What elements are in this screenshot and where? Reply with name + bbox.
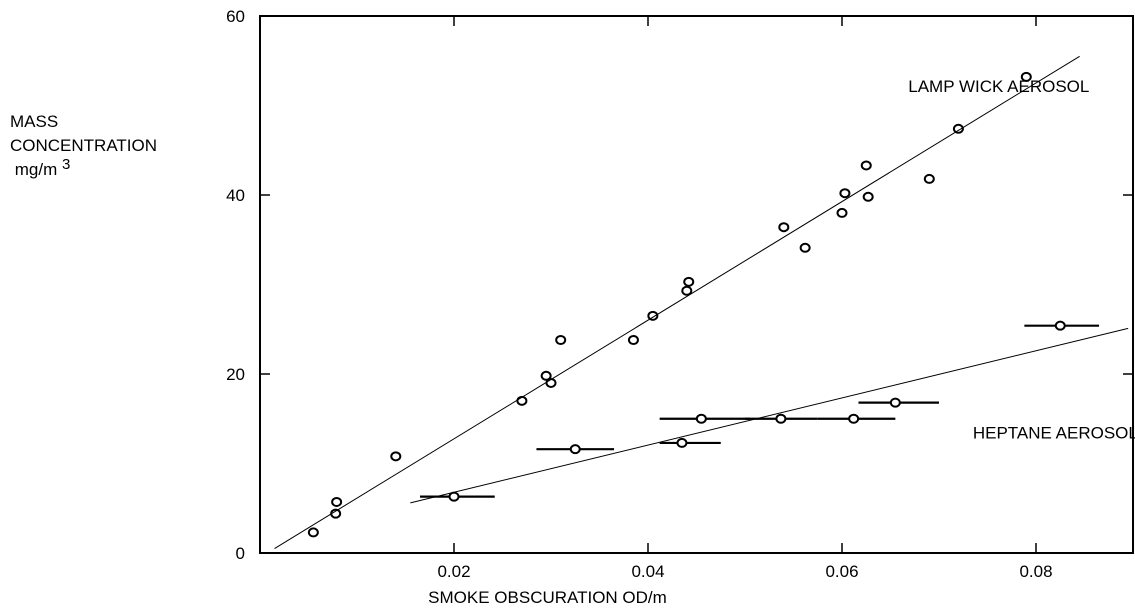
data-point xyxy=(307,527,319,538)
y-axis-unit-base: mg/m xyxy=(14,160,58,179)
y-axis-label-line1: MASS xyxy=(10,112,59,131)
data-point xyxy=(1020,71,1032,82)
y-axis-label-line2: CONCENTRATION xyxy=(10,136,158,155)
data-point xyxy=(683,276,695,287)
x-tick-label: 0.08 xyxy=(1019,562,1052,581)
x-tick-label: 0.04 xyxy=(631,562,664,581)
data-point xyxy=(778,222,790,233)
data-point xyxy=(681,285,693,296)
data-point xyxy=(775,413,787,424)
series-labels: LAMP WICK AEROSOL HEPTANE AEROSOL xyxy=(908,77,1135,442)
data-point xyxy=(448,491,460,502)
y-axis-unit-exponent: 3 xyxy=(61,156,71,173)
data-marks xyxy=(307,71,1100,538)
fit-line xyxy=(410,327,1129,504)
data-point xyxy=(569,444,581,455)
fit-line xyxy=(274,55,1080,549)
data-point xyxy=(860,160,872,171)
y-axis-unit: mg/m 3 xyxy=(10,156,157,183)
y-tick-label: 40 xyxy=(226,186,245,205)
x-axis-label-wrap: SMOKE OBSCURATION OD/m xyxy=(0,588,1135,608)
data-point xyxy=(647,310,659,321)
data-point xyxy=(540,370,552,381)
data-point xyxy=(952,123,964,134)
y-tick-label: 20 xyxy=(226,365,245,384)
data-point xyxy=(330,508,342,519)
series-label: LAMP WICK AEROSOL xyxy=(908,77,1089,96)
x-tick-label: 0.02 xyxy=(437,562,470,581)
x-tick-label: 0.06 xyxy=(825,562,858,581)
plot-frame xyxy=(259,15,1134,554)
data-point xyxy=(848,413,860,424)
data-point xyxy=(799,242,811,253)
data-point xyxy=(862,191,874,202)
data-point xyxy=(836,207,848,218)
data-point xyxy=(627,334,639,345)
data-point xyxy=(516,395,528,406)
y-axis-label: MASS CONCENTRATION mg/m 3 xyxy=(10,110,157,183)
data-point xyxy=(545,377,557,388)
data-point xyxy=(1054,320,1066,331)
y-tick-label: 0 xyxy=(236,544,245,563)
data-point xyxy=(390,451,402,462)
data-point xyxy=(923,173,935,184)
data-point xyxy=(676,437,688,448)
x-axis-label: SMOKE OBSCURATION OD/m xyxy=(428,588,667,607)
data-point xyxy=(331,496,343,507)
data-point xyxy=(839,188,851,199)
fit-lines xyxy=(274,55,1129,549)
data-point xyxy=(695,413,707,424)
data-point xyxy=(889,397,901,408)
y-tick-label: 60 xyxy=(226,7,245,26)
data-point xyxy=(555,334,567,345)
axis-ticks: 0.02 0.04 0.06 0.08 0 20 40 60 xyxy=(226,7,1133,581)
series-label: HEPTANE AEROSOL xyxy=(973,423,1135,442)
